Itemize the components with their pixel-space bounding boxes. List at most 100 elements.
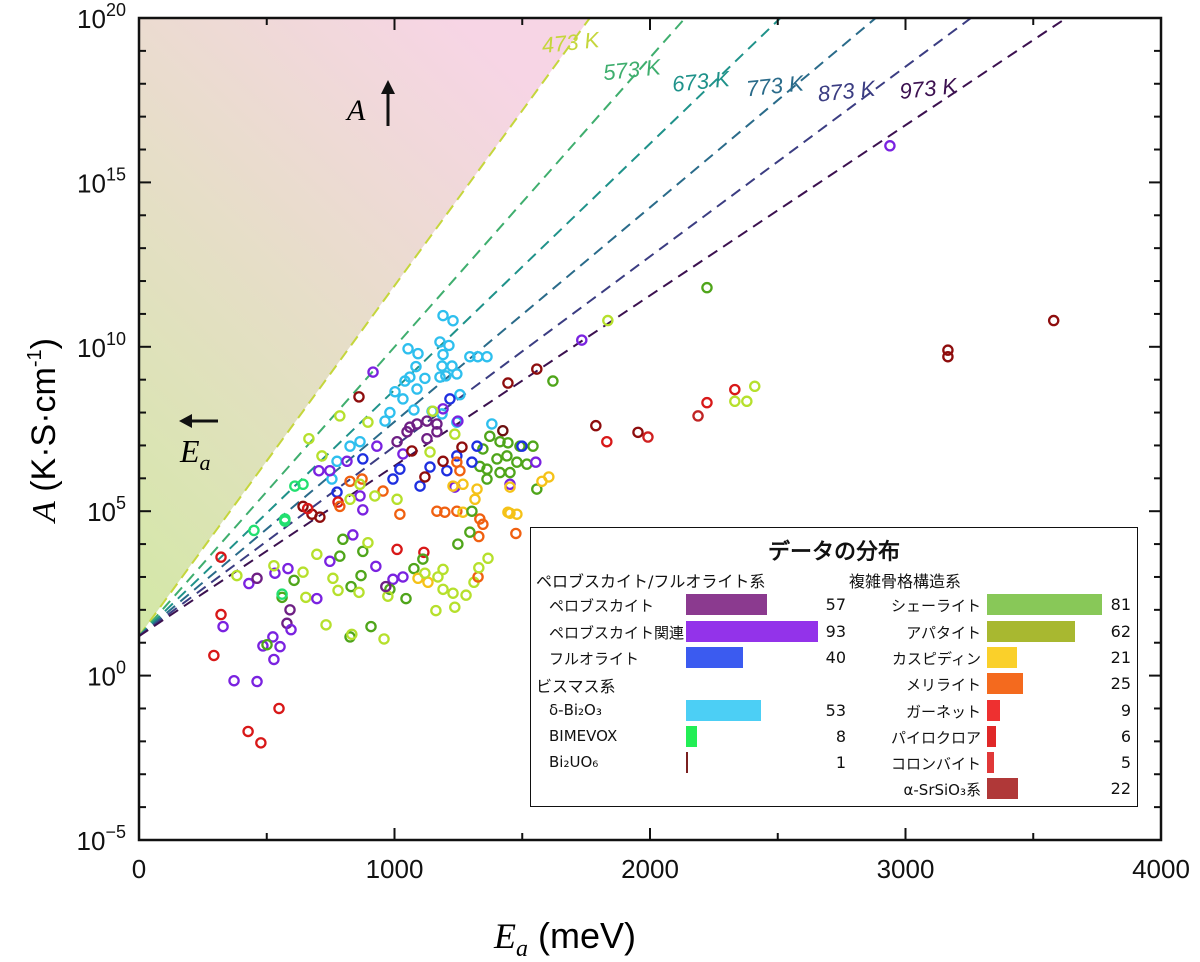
legend-item-label: δ-Bi₂O₃ [549,700,602,719]
data-point-ga [601,435,613,448]
data-point-pr [268,653,280,666]
data-point-db [411,383,423,395]
data-point-db [397,393,409,405]
legend-bar-bm [686,725,698,747]
data-point-pr [313,464,325,477]
data-point-pr [243,577,255,590]
data-point-ss [314,511,326,523]
data-point-ap [482,552,494,565]
data-point-ss [419,471,431,483]
x-tick-label: 3000 [877,854,935,884]
legend-item-label: コロンバイト [890,755,981,774]
data-point-pv [380,580,392,593]
legend-item-label: α-SrSiO₃系 [903,781,982,800]
data-point-sh [355,569,367,582]
isotherm-line-773 [139,18,877,637]
y-tick-label: 1010 [77,329,126,363]
data-point-ca [469,493,481,506]
legend-bar-ca [987,646,1017,668]
legend-bar-py [987,725,996,747]
y-axis-title: A (K·S·cm-1) [24,338,63,524]
data-point-ap [378,633,390,645]
data-point-me [454,464,466,477]
data-point-pr [311,592,323,605]
data-point-db [436,360,448,372]
data-point-pr [347,529,359,541]
data-point-pv [251,572,263,585]
data-point-sh [531,483,543,495]
legend-item-label: Bi₂UO₆ [549,753,599,772]
isotherm-line-573 [139,18,686,637]
data-point-sh [365,620,377,633]
data-point-pv [391,435,403,448]
data-point-ss [590,419,602,432]
data-point-ap [311,548,323,561]
data-point-sh [521,458,533,470]
data-point-ca [422,576,434,589]
data-point-pr [370,560,382,573]
legend-bar-sh [987,594,1103,616]
data-point-me [451,505,463,517]
isotherm-label-973: 973 K [898,73,959,104]
data-point-me [473,530,485,543]
data-point-ca [504,481,516,493]
data-point-db [454,388,466,401]
data-point-pr [357,504,369,516]
data-point-ss [531,363,543,375]
data-point-pr [341,455,353,468]
data-point-fl [441,464,453,477]
data-point-ss [456,441,468,453]
data-point-fl [394,463,406,475]
data-point-pv [431,426,443,438]
data-point-ga [242,725,254,738]
isotherm-line-673 [139,18,782,637]
data-point-me [439,506,451,518]
data-point-ga [301,502,314,515]
data-point-sh [701,281,713,294]
data-point-db [464,350,476,363]
data-point-ap [369,490,381,502]
data-point-ap [344,493,356,506]
legend-count: 5 [1120,753,1131,773]
data-point-fl [357,453,369,465]
data-point-ap [353,586,365,599]
legend-title: データの分布 [767,540,900,565]
data-point-db [486,418,498,430]
data-point-pr [371,440,383,452]
data-point-fl [387,473,399,485]
data-point-pr [324,464,336,477]
legend-bar-co [987,752,995,774]
data-point-ap [332,584,344,597]
data-point-ap [749,380,761,393]
data-point-db [402,343,414,355]
data-point-me [510,527,522,540]
x-axis-title: Ea (meV) [493,915,636,962]
data-point-ga [729,383,741,396]
data-point-sh [466,505,478,517]
y-tick-label: 1015 [77,164,126,198]
data-point-pr [267,631,279,643]
data-point-ap [449,601,461,613]
data-point-bm [276,588,288,600]
data-point-db [437,348,449,361]
data-point-sh [547,375,559,387]
isotherm-line-473 [139,18,591,637]
data-point-ga [215,551,227,563]
legend-group-header: 複雑骨格構造系 [849,572,962,591]
data-point-py [642,431,654,443]
legend-count: 57 [825,595,846,615]
data-point-fl [444,393,456,405]
data-point-db [389,385,401,398]
data-point-ap [419,567,431,579]
data-point-me [474,513,486,525]
isotherm-label-773: 773 K [745,70,806,101]
data-point-ap [473,562,485,574]
data-point-ap [602,314,614,327]
data-point-pr [387,573,399,586]
data-point-ga [418,546,430,559]
data-point-db [331,455,343,468]
legend-bar-ss [987,778,1019,800]
data-point-sh [491,453,503,465]
data-point-ss [353,391,365,403]
data-point-ga [255,737,267,749]
